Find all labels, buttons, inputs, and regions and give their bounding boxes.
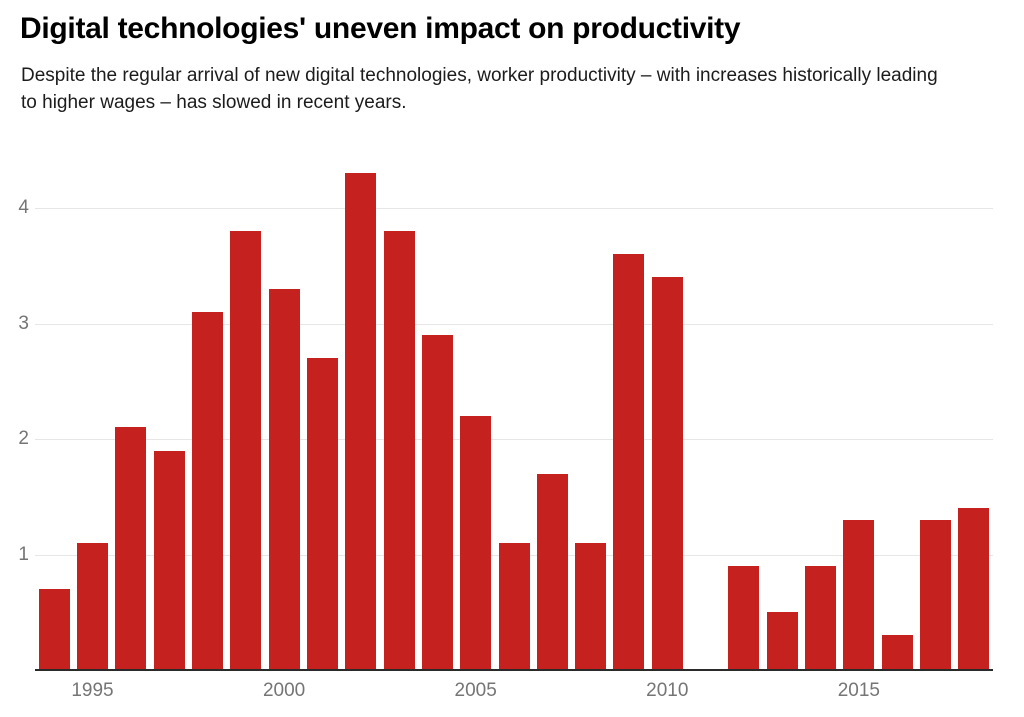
bar-1995: [76, 542, 108, 670]
gridline-y3: [35, 323, 993, 325]
bar-2015: [843, 519, 875, 670]
bar-2012: [728, 566, 760, 670]
bar-2006: [498, 542, 530, 670]
bar-2004: [421, 335, 453, 670]
bar-2010: [651, 277, 683, 670]
bar-2001: [306, 358, 338, 670]
x-axis-line: [35, 669, 993, 671]
y-axis-tick-label: 4: [18, 197, 29, 218]
bar-2017: [920, 519, 952, 670]
bar-2008: [575, 542, 607, 670]
bar-2013: [766, 612, 798, 670]
gridline-y2: [35, 439, 993, 440]
y-axis-tick-label: 1: [18, 543, 29, 565]
x-axis-tick-label: 2000: [262, 680, 306, 701]
bar-1997: [153, 450, 185, 670]
bar-2007: [536, 473, 568, 670]
x-axis-tick-label: 1995: [71, 680, 114, 701]
y-axis-tick-label: 2: [18, 428, 29, 449]
bar-1999: [230, 231, 262, 670]
bar-2018: [958, 508, 990, 670]
bar-1998: [191, 311, 223, 670]
x-axis-tick-label: 2015: [837, 680, 881, 701]
bar-1996: [115, 427, 147, 670]
bar-2014: [805, 566, 837, 670]
bar-2009: [613, 254, 645, 670]
bar-2005: [460, 415, 492, 670]
chart-subtitle: Despite the regular arrival of new digit…: [21, 65, 938, 113]
x-axis-tick-label: 2010: [646, 680, 689, 701]
bar-2002: [345, 173, 377, 670]
bar-2016: [881, 635, 913, 670]
chart-title: Digital technologies' uneven impact on p…: [20, 12, 741, 45]
bar-2003: [383, 231, 415, 670]
gridline-y4: [35, 208, 993, 209]
x-axis-tick-label: 2005: [454, 680, 497, 701]
y-axis-tick-label: 3: [18, 312, 29, 334]
bar-1994: [38, 589, 70, 670]
bar-2000: [268, 288, 300, 670]
